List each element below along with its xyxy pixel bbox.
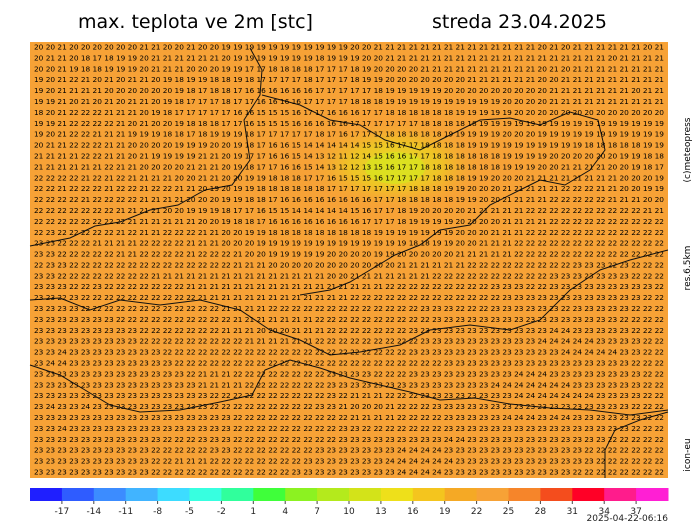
colorbar-segment — [540, 488, 573, 501]
value-row: 20 21 21 20 18 17 18 19 19 20 21 21 21 2… — [34, 53, 664, 62]
border — [604, 411, 669, 478]
border — [29, 359, 669, 416]
colorbar-label: 34 — [598, 507, 610, 517]
colorbar-segment — [189, 488, 222, 501]
colorbar-segment — [317, 488, 350, 501]
value-row: 22 23 22 22 22 22 22 21 22 21 21 22 22 2… — [34, 228, 664, 237]
colorbar-label: 19 — [439, 507, 451, 517]
value-row: 23 23 23 23 23 23 23 23 23 23 23 22 22 2… — [34, 435, 664, 444]
colorbar-label: 1 — [250, 507, 256, 517]
value-row: 22 22 22 22 22 22 22 21 21 21 21 20 20 1… — [34, 206, 664, 215]
value-row: 20 21 21 22 22 22 21 21 20 20 20 20 19 1… — [34, 141, 664, 150]
map-title: max. teplota ve 2m [stc] — [78, 11, 313, 33]
value-row: 23 23 23 23 23 23 23 23 23 23 23 23 23 2… — [34, 380, 664, 389]
resolution: res.6.5km — [683, 246, 693, 291]
value-row: 20 20 21 19 18 18 19 19 19 20 21 21 21 2… — [34, 64, 664, 73]
colorbar-label: -14 — [86, 507, 101, 517]
value-row: 22 22 21 22 22 22 21 22 22 21 22 22 21 2… — [34, 184, 664, 193]
value-row: 23 23 22 22 22 22 22 21 21 22 22 22 22 2… — [34, 250, 664, 259]
colorbar-segment — [221, 488, 254, 501]
colorbar-label: -17 — [55, 507, 70, 517]
colorbar-segment — [572, 488, 605, 501]
value-row: 22 22 22 22 21 22 22 22 22 21 21 21 21 2… — [34, 195, 664, 204]
colorbar-label: 31 — [567, 507, 578, 517]
value-row: 20 20 21 20 20 20 20 20 20 21 21 20 20 2… — [34, 43, 664, 52]
value-row: 19 19 21 22 22 22 22 21 20 21 20 20 19 1… — [34, 119, 664, 128]
colorbar-segment — [412, 488, 446, 501]
colorbar-segment — [380, 488, 414, 501]
value-row: 23 23 23 23 23 23 23 23 23 23 22 22 22 2… — [34, 446, 664, 455]
border — [29, 47, 263, 247]
value-row: 23 23 23 23 23 23 23 22 22 22 22 22 22 2… — [34, 315, 664, 324]
colorbar-segment — [93, 488, 127, 501]
value-grid: 20 20 21 20 20 20 20 20 20 21 21 20 20 2… — [34, 43, 664, 477]
value-row: 23 23 22 23 22 22 22 22 22 22 22 22 22 2… — [34, 293, 664, 302]
cool-core — [365, 152, 425, 184]
value-row: 23 23 23 23 23 23 23 23 23 23 23 23 23 2… — [34, 369, 664, 378]
value-row: 23 23 23 23 23 23 23 23 23 23 23 23 23 2… — [34, 413, 664, 422]
value-row: 22 22 22 22 22 22 22 22 21 21 21 21 21 2… — [34, 217, 664, 226]
value-row: 23 24 24 23 23 23 23 23 23 23 23 23 22 2… — [34, 359, 664, 368]
colorbar-segment — [125, 488, 159, 501]
map-date: streda 23.04.2025 — [432, 11, 607, 33]
value-row: 23 23 23 23 23 23 23 23 23 22 22 22 22 2… — [34, 326, 664, 335]
colorbar-label: 4 — [282, 507, 288, 517]
value-row: 23 24 23 23 24 23 23 23 23 23 23 23 23 2… — [34, 402, 664, 411]
colorbar-segment — [285, 488, 318, 501]
value-row: 19 20 21 22 21 20 21 20 21 21 20 19 18 1… — [34, 75, 664, 84]
colorbar-segment — [30, 488, 63, 501]
colorbar: -17 -14 -11 -8 -5 -2 1 4 7 10 13 16 19 22 25 28 31 34 37 — [30, 488, 669, 517]
value-row: 23 23 24 23 23 23 23 23 23 23 23 23 23 2… — [34, 424, 664, 433]
colorbar-segment — [508, 488, 541, 501]
colorbar-label: 10 — [343, 507, 355, 517]
value-row: 23 23 23 22 22 23 22 22 22 22 22 22 22 2… — [34, 282, 664, 291]
value-row: 23 23 23 23 23 23 23 23 23 23 23 23 23 2… — [34, 391, 664, 400]
borders — [29, 47, 669, 478]
value-row: 18 20 21 22 22 22 21 21 21 20 19 18 17 1… — [34, 108, 664, 117]
value-row: 21 21 21 21 21 21 22 21 21 20 20 20 20 2… — [34, 162, 664, 171]
value-row: 19 20 21 21 21 21 20 20 20 20 20 20 19 1… — [34, 86, 664, 95]
value-row: 22 22 22 22 21 22 21 22 21 21 21 21 20 2… — [34, 173, 664, 182]
colorbar-segment — [444, 488, 478, 501]
value-row: 22 23 23 22 22 22 22 22 22 22 22 22 22 2… — [34, 260, 664, 269]
colorbar-label: -5 — [185, 507, 194, 517]
colorbar-segment — [604, 488, 637, 501]
map-area — [30, 42, 668, 478]
timestamp: 2025-04-22-06:16 — [587, 514, 669, 524]
colorbar-segment — [349, 488, 382, 501]
copyright: (c)meteopress — [683, 117, 693, 182]
colorbar-label: 25 — [503, 507, 514, 517]
colorbar-label: 13 — [375, 507, 386, 517]
colorbar-label: 7 — [314, 507, 320, 517]
value-row: 23 23 23 23 23 23 23 23 23 23 22 22 22 2… — [34, 468, 664, 477]
colorbar-label: -8 — [153, 507, 162, 517]
value-row: 23 23 23 23 23 23 23 23 23 23 22 22 21 2… — [34, 457, 664, 466]
value-row: 23 23 23 23 23 23 23 23 23 22 22 22 22 2… — [34, 337, 664, 346]
border — [29, 249, 669, 356]
value-row: 19 19 21 20 21 20 21 20 21 21 20 19 18 1… — [34, 97, 664, 106]
border — [261, 94, 606, 296]
value-row: 23 23 24 23 23 23 23 23 23 23 23 22 22 2… — [34, 348, 664, 357]
colorbar-label: -2 — [217, 507, 226, 517]
value-row: 23 23 23 23 22 22 22 22 22 22 22 22 22 2… — [34, 304, 664, 313]
colorbar-segment — [157, 488, 190, 501]
model-name: icon-eu — [683, 438, 693, 471]
colorbar-segment — [61, 488, 95, 501]
colorbar-segment — [476, 488, 509, 501]
colorbar-label: 16 — [407, 507, 419, 517]
value-row: 23 23 22 22 22 21 21 21 21 22 22 22 22 2… — [34, 239, 664, 248]
colorbar-label: 22 — [471, 507, 482, 517]
value-row: 23 23 22 22 22 22 22 22 22 22 21 21 21 2… — [34, 271, 664, 280]
value-row: 19 20 21 22 22 21 21 21 19 19 19 18 18 1… — [34, 130, 664, 139]
colorbar-segment — [636, 488, 669, 501]
value-row: 21 21 21 21 22 22 21 21 20 21 19 19 19 1… — [34, 151, 664, 160]
colorbar-label: 28 — [535, 507, 547, 517]
colorbar-segment — [253, 488, 286, 501]
colorbar-label: -11 — [118, 507, 133, 517]
colorbar-label: 37 — [630, 507, 641, 517]
